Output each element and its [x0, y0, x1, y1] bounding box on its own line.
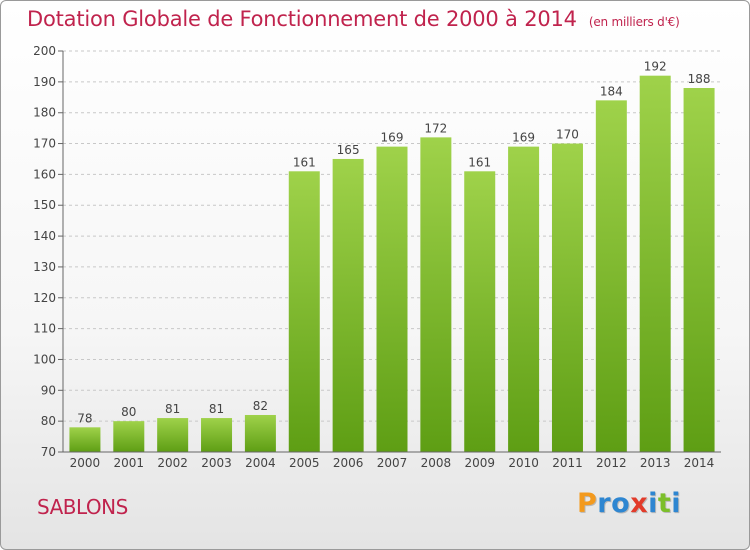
y-tick-label: 160 — [33, 167, 56, 181]
bar-value-label: 161 — [468, 155, 491, 169]
logo-letter: t — [657, 488, 672, 519]
y-tick-label: 150 — [33, 198, 56, 212]
bar-value-label: 169 — [381, 131, 404, 145]
y-tick-label: 90 — [41, 383, 56, 397]
x-tick-label: 2013 — [640, 456, 671, 470]
bar-layer: 78 80 81 81 82 161 165 169 172 161 169 170 184 192 188 — [69, 60, 715, 453]
bar — [288, 171, 320, 453]
logo-letter: r — [597, 488, 612, 519]
axis-layer: 7080901001101201301401501601701801902002… — [33, 44, 721, 470]
bar-value-label: 80 — [121, 405, 136, 419]
bar — [508, 146, 540, 452]
bar — [113, 421, 145, 452]
bar-value-label: 169 — [512, 131, 535, 145]
proxiti-logo: Proxiti — [577, 488, 681, 519]
y-tick-label: 200 — [33, 44, 56, 58]
chart-units: (en milliers d'€) — [588, 15, 680, 29]
x-tick-label: 2012 — [596, 456, 627, 470]
bar — [201, 418, 233, 452]
x-tick-label: 2010 — [508, 456, 539, 470]
logo-letter: x — [630, 488, 649, 519]
x-tick-label: 2000 — [70, 456, 101, 470]
bar — [595, 100, 627, 452]
x-tick-label: 2006 — [333, 456, 364, 470]
y-tick-label: 120 — [33, 291, 56, 305]
bar — [244, 414, 276, 452]
bar — [157, 418, 189, 452]
bar-value-label: 82 — [253, 399, 268, 413]
x-tick-label: 2008 — [421, 456, 452, 470]
chart-title: Dotation Globale de Fonctionnement de 20… — [27, 7, 680, 31]
bar-value-label: 78 — [77, 411, 92, 425]
logo-letter: o — [611, 488, 631, 519]
bar-value-label: 172 — [424, 121, 447, 135]
x-tick-label: 2011 — [552, 456, 583, 470]
bar — [376, 146, 408, 452]
x-tick-label: 2009 — [464, 456, 495, 470]
x-tick-label: 2014 — [684, 456, 715, 470]
commune-name: SABLONS — [37, 495, 128, 519]
y-tick-label: 110 — [33, 322, 56, 336]
bar — [69, 427, 101, 452]
chart-title-text: Dotation Globale de Fonctionnement de 20… — [27, 7, 577, 31]
bar-value-label: 184 — [600, 84, 623, 98]
x-tick-label: 2005 — [289, 456, 320, 470]
logo-letter: i — [648, 488, 658, 519]
bar — [551, 143, 583, 453]
bar-value-label: 165 — [337, 143, 360, 157]
y-tick-label: 130 — [33, 260, 56, 274]
bar — [639, 75, 671, 452]
y-tick-label: 100 — [33, 352, 56, 366]
bar-value-label: 170 — [556, 128, 579, 142]
x-tick-label: 2004 — [245, 456, 276, 470]
y-tick-label: 70 — [41, 445, 56, 459]
bar-value-label: 161 — [293, 155, 316, 169]
y-tick-label: 170 — [33, 137, 56, 151]
bar-value-label: 188 — [688, 72, 711, 86]
x-tick-label: 2007 — [377, 456, 408, 470]
y-tick-label: 180 — [33, 106, 56, 120]
bar-value-label: 81 — [209, 402, 224, 416]
x-tick-label: 2002 — [157, 456, 188, 470]
bar — [420, 137, 452, 452]
logo-letter: i — [671, 488, 682, 519]
bar — [683, 88, 715, 452]
bar-value-label: 81 — [165, 402, 180, 416]
y-tick-label: 80 — [41, 414, 56, 428]
bar — [464, 171, 496, 453]
logo-letter: P — [577, 488, 598, 519]
y-tick-label: 190 — [33, 75, 56, 89]
y-tick-label: 140 — [33, 229, 56, 243]
x-tick-label: 2001 — [114, 456, 145, 470]
bar-value-label: 192 — [644, 60, 667, 74]
x-tick-label: 2003 — [201, 456, 232, 470]
bar — [332, 158, 364, 452]
